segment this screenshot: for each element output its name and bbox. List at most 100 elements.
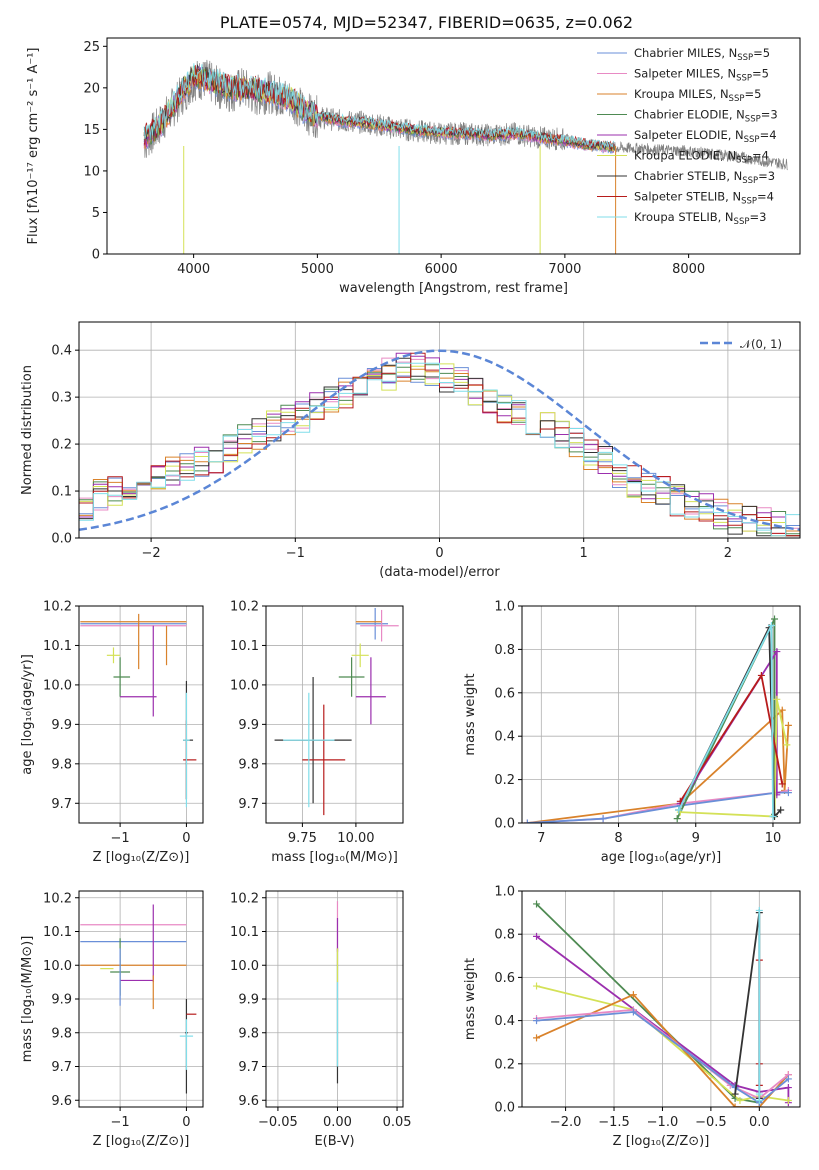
y-tick-label: 9.9 <box>51 993 72 1008</box>
axes-mass_vs_EBV: −0.05 0.00 0.05 9.6 9.7 9.8 9.9 10.0 10.1 10.2 E(B… <box>230 890 412 1149</box>
y-tick-label: 0.4 <box>494 1014 515 1029</box>
plus-marker <box>778 780 786 788</box>
y-tick-label: 0.3 <box>51 391 72 406</box>
plot-area <box>274 607 399 816</box>
plus-marker <box>731 1103 739 1107</box>
plus-marker <box>533 1017 541 1025</box>
y-tick-label: 9.7 <box>238 797 259 812</box>
x-tick-label: −1 <box>286 546 305 561</box>
axes-age_vs_Z: −1 0 9.7 9.8 9.9 10.0 10.1 10.2 Z [log₁₀(Z/Z⊙)] a… <box>20 600 204 865</box>
x-tick-label: 7000 <box>548 262 581 277</box>
legend-sub: SSP <box>729 94 745 104</box>
plus-marker <box>599 815 607 823</box>
y-tick-label: 10.0 <box>43 678 72 693</box>
x-tick-label: 4000 <box>177 262 210 277</box>
y-axis-label: Flux [fλ10⁻¹⁷ erg cm⁻² s⁻¹ A⁻¹] <box>26 48 41 245</box>
plus-marker <box>784 789 792 797</box>
x-tick-label: 8 <box>614 831 622 846</box>
legend-entry: Salpeter MILES, NSSP=5 <box>634 67 769 84</box>
plus-marker <box>755 1090 763 1098</box>
legend-tail: =5 <box>752 67 769 81</box>
y-axis-label: Normed distribution <box>20 365 35 495</box>
y-tick-label: 0.0 <box>494 817 515 832</box>
legend-entry: Salpeter STELIB, NSSP=4 <box>634 190 774 207</box>
y-tick-label: 10.2 <box>43 891 72 906</box>
legend-tail: =3 <box>758 169 775 183</box>
y-tick-label: 0.4 <box>51 344 72 359</box>
y-tick-label: 10.1 <box>43 639 72 654</box>
x-tick-label: −2 <box>142 546 161 561</box>
y-tick-label: 9.8 <box>51 757 72 772</box>
legend-sub: SSP <box>744 135 760 145</box>
legend-sub: SSP <box>737 53 753 63</box>
y-tick-label: 0 <box>92 248 100 263</box>
y-tick-label: 9.6 <box>238 1094 259 1109</box>
y-tick-label: 10.1 <box>230 639 259 654</box>
y-tick-label: 1.0 <box>494 885 515 900</box>
legend-sub: SSP <box>742 176 758 186</box>
mass-weight-line <box>677 627 782 819</box>
x-axis-label: (data-model)/error <box>379 565 500 580</box>
x-axis-label: mass [log₁₀(M/M⊙)] <box>271 850 398 865</box>
y-tick-label: 25 <box>83 40 100 55</box>
x-tick-label: 6000 <box>425 262 458 277</box>
legend-entry: Salpeter ELODIE, NSSP=4 <box>634 128 777 145</box>
plus-marker <box>533 1034 541 1042</box>
legend-tail: =5 <box>744 87 761 101</box>
mass-weight-line <box>734 912 761 1099</box>
x-tick-label: 9.75 <box>288 831 317 846</box>
y-tick-label: 9.8 <box>238 1026 259 1041</box>
y-tick-label: 5 <box>92 206 100 221</box>
x-tick-label: 8000 <box>672 262 705 277</box>
legend-name: Kroupa STELIB, N <box>634 210 734 224</box>
plus-marker <box>771 615 779 623</box>
legend-name: Chabrier ELODIE, N <box>634 108 745 122</box>
mass-weight-line <box>536 993 790 1107</box>
plus-marker <box>736 1097 744 1105</box>
y-tick-label: 9.7 <box>51 797 72 812</box>
plus-marker <box>675 806 683 814</box>
y-axis-label: age [log₁₀(age/yr)] <box>20 654 35 775</box>
x-tick-label: −1 <box>111 831 130 846</box>
x-tick-label: 7 <box>537 831 545 846</box>
x-axis-label: Z [log₁₀(Z/Z⊙)] <box>613 1134 710 1149</box>
y-tick-label: 10.1 <box>230 925 259 940</box>
y-tick-label: 9.7 <box>51 1060 72 1075</box>
x-axis-label: wavelength [Angstrom, rest frame] <box>339 281 568 296</box>
y-tick-label: 10.2 <box>43 600 72 615</box>
axes-frame <box>106 37 801 255</box>
legend-tail: =4 <box>757 190 774 204</box>
x-tick-label: −1.5 <box>598 1115 630 1130</box>
plus-marker <box>783 741 791 749</box>
x-tick-label: 9 <box>692 831 700 846</box>
plus-marker <box>523 819 531 823</box>
model-spectrum-line <box>143 63 615 149</box>
y-tick-label: 0.8 <box>494 928 515 943</box>
y-tick-label: 0.6 <box>494 686 515 701</box>
legend-entry: Chabrier STELIB, NSSP=3 <box>634 169 775 186</box>
legend-entry: Chabrier MILES, NSSP=5 <box>634 46 770 63</box>
plus-marker <box>784 1097 792 1105</box>
legend-entry: 𝒩(0, 1) <box>740 337 782 351</box>
x-tick-label: 0.0 <box>749 1115 770 1130</box>
legend-name: Salpeter MILES, N <box>634 67 736 81</box>
x-tick-label: 0.00 <box>323 1115 352 1130</box>
legend-sub: SSP <box>741 197 757 207</box>
mass-weight-line <box>680 699 788 818</box>
plus-marker <box>784 1075 792 1083</box>
y-tick-label: 0.2 <box>51 438 72 453</box>
y-tick-label: 15 <box>83 123 100 138</box>
plus-marker <box>755 906 763 914</box>
plus-marker <box>673 815 681 823</box>
x-tick-label: −0.05 <box>258 1115 298 1130</box>
axes-frame <box>78 605 204 824</box>
y-tick-label: 10.2 <box>230 600 259 615</box>
legend-name: Chabrier STELIB, N <box>634 169 742 183</box>
x-tick-label: 0 <box>182 831 190 846</box>
legend-name: Chabrier MILES, N <box>634 46 737 60</box>
legend-entry: Chabrier ELODIE, NSSP=3 <box>634 108 778 125</box>
x-axis-label: age [log₁₀(age/yr)] <box>601 850 722 865</box>
y-tick-label: 10.0 <box>230 678 259 693</box>
x-tick-label: −1 <box>111 1115 130 1130</box>
axes-age_vs_mass: 9.75 10.00 9.7 9.8 9.9 10.0 10.1 10.2 mass [log₁… <box>230 600 404 865</box>
